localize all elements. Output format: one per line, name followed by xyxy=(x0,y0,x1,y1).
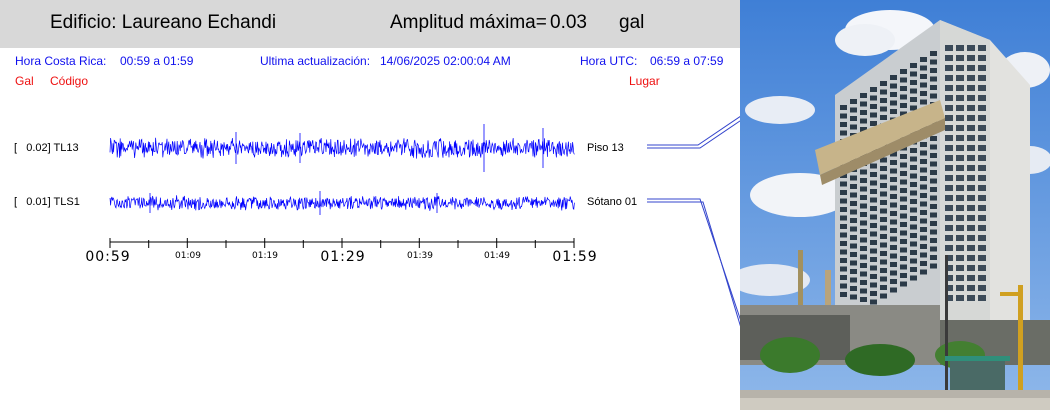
tick-label-0119: 01:19 xyxy=(252,251,278,261)
connector-sotano-01 xyxy=(647,198,740,327)
channel-1-value: [ 0.02] TL13 xyxy=(14,142,79,154)
building-photo xyxy=(740,0,1050,410)
time-axis xyxy=(109,238,575,248)
update-label: Ultima actualización: xyxy=(260,54,371,68)
seismogram-panel xyxy=(109,115,740,327)
cr-time-range: 00:59 a 01:59 xyxy=(120,54,194,68)
header-bar: Edificio: Laureano Echandi Amplitud máxi… xyxy=(0,0,740,48)
connector-piso-13 xyxy=(647,115,740,149)
column-place: Lugar xyxy=(629,74,660,88)
utc-time-label: Hora UTC: xyxy=(580,54,638,68)
tick-label-0139: 01:39 xyxy=(407,251,433,261)
cr-time-label: Hora Costa Rica: xyxy=(15,54,107,68)
max-amplitude-unit: gal xyxy=(619,12,645,33)
seismic-trace-tl13 xyxy=(109,124,575,172)
update-value: 14/06/2025 02:00:04 AM xyxy=(380,54,511,68)
channel-2-place: Sótano 01 xyxy=(587,196,638,208)
utc-time-range: 06:59 a 07:59 xyxy=(650,54,724,68)
channel-2-value: [ 0.01] TLS1 xyxy=(14,196,80,208)
seismic-trace-tls1 xyxy=(109,191,575,215)
channel-1-place: Piso 13 xyxy=(587,142,624,154)
building-title: Edificio: Laureano Echandi xyxy=(50,12,277,33)
tick-label-0149: 01:49 xyxy=(484,251,510,261)
tick-label-0059: 00:59 xyxy=(85,249,131,265)
tick-label-0159: 01:59 xyxy=(552,249,598,265)
column-code: Código xyxy=(50,74,89,88)
tick-label-0129: 01:29 xyxy=(320,249,366,265)
max-amplitude-label: Amplitud máxima= xyxy=(390,12,547,33)
tick-label-0109: 01:09 xyxy=(175,251,201,261)
max-amplitude-value: 0.03 xyxy=(550,12,587,33)
column-gal: Gal xyxy=(15,74,34,88)
